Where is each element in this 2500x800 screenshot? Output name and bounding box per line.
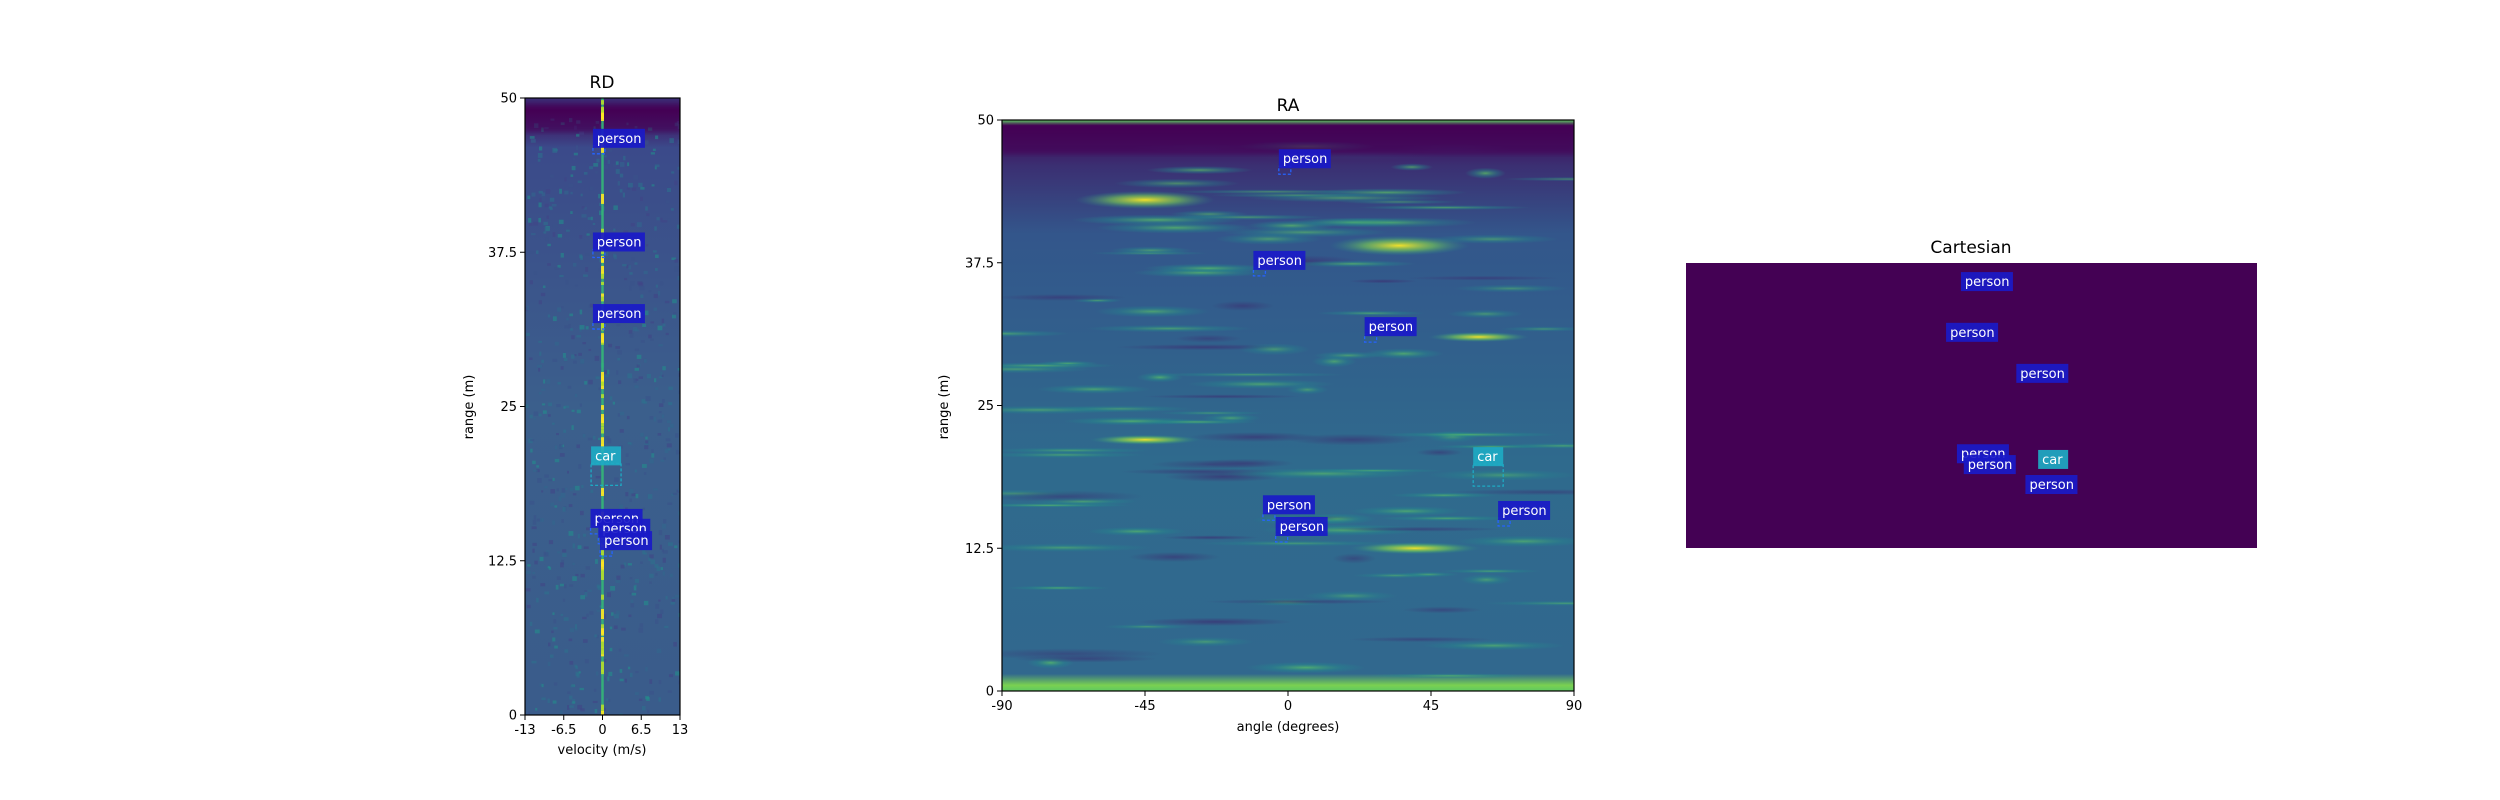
- ra-detection-label-box: [1473, 447, 1504, 467]
- ra-x-tick-label: 90: [1566, 699, 1583, 714]
- ra-y-tick-label: 37.5: [965, 256, 994, 271]
- cartesian-detection-person: person: [2025, 475, 2078, 495]
- cartesian-detection-label: car: [2042, 453, 2063, 468]
- rd-x-tick-label: -13: [514, 723, 535, 738]
- ra-detection-person: person: [1363, 317, 1417, 343]
- rd-y-tick-label: 50: [500, 92, 517, 107]
- rd-detection-label: person: [597, 307, 642, 322]
- rd-detection-label: person: [597, 235, 642, 250]
- ra-y-tick-label: 12.5: [965, 542, 994, 557]
- cartesian-detection-person: person: [1963, 455, 2016, 475]
- cartesian-detection-label-box: [2016, 363, 2069, 383]
- rd-detection-person: person: [592, 128, 645, 155]
- cartesian-detection-label-box: [2038, 449, 2069, 469]
- cartesian-detection-label: person: [2029, 478, 2074, 493]
- rd-detection-label-box: [592, 232, 645, 252]
- ra-detection-label: person: [1283, 152, 1328, 167]
- ra-detection-person: person: [1252, 250, 1306, 277]
- rd-detection-person: person: [599, 531, 653, 557]
- ra-detection-label: car: [1477, 450, 1498, 465]
- rd-x-tick-label: 6.5: [631, 723, 652, 738]
- ra-y-tick-label: 0: [986, 685, 994, 700]
- rd-x-label: velocity (m/s): [558, 743, 647, 758]
- cartesian-detection-label-box: [2025, 475, 2078, 495]
- rd-detection-person: person: [592, 304, 645, 330]
- cartesian-plot: [1686, 263, 2257, 548]
- ra-panel: RA personpersonpersoncarpersonpersonpers…: [937, 96, 1582, 735]
- rd-heatmap-texture: [525, 98, 680, 715]
- ra-y-tick-label: 50: [977, 114, 994, 129]
- ra-detection-label-box: [1275, 516, 1328, 536]
- ra-detection-person: person: [1274, 516, 1328, 543]
- ra-detection-label: person: [1257, 254, 1302, 269]
- rd-detection-car: car: [590, 446, 622, 487]
- rd-detection-label-box: [591, 446, 622, 466]
- ra-y-tick-label: 25: [977, 399, 994, 414]
- cartesian-detection-person: person: [1960, 272, 2013, 292]
- ra-detection-label: person: [1369, 320, 1414, 335]
- rd-detection-person: person: [592, 232, 645, 259]
- ra-title: RA: [1277, 96, 1300, 116]
- rd-x-ticks: -13 -6.5 0 6.5 13: [514, 715, 688, 738]
- rd-panel: RD personpersonpersoncarpersonpersonpers…: [462, 73, 688, 758]
- ra-detection-person: person: [1262, 495, 1315, 521]
- ra-detection-label-box: [1498, 500, 1551, 520]
- rd-y-label: range (m): [462, 375, 477, 440]
- ra-detection-label-box: [1364, 317, 1417, 337]
- rd-x-tick-label: 0: [598, 723, 606, 738]
- rd-detection-label-box: [600, 531, 653, 551]
- cartesian-detection-label-box: [1946, 322, 1999, 342]
- ra-x-tick-label: -90: [991, 699, 1012, 714]
- ra-detection-person: person: [1497, 500, 1551, 527]
- rd-detection-label: person: [597, 132, 642, 147]
- rd-detection-label-box: [592, 128, 645, 148]
- rd-y-tick-label: 37.5: [488, 246, 517, 261]
- ra-heatmap-texture: [1002, 126, 1574, 679]
- cartesian-detection-car: car: [2038, 449, 2069, 469]
- rd-title: RD: [590, 73, 615, 93]
- ra-x-tick-label: -45: [1134, 699, 1155, 714]
- rd-detection-label: person: [604, 534, 649, 549]
- ra-detection-label-box: [1278, 149, 1331, 169]
- rd-y-ticks: 0 12.5 25 37.5 50: [488, 92, 525, 724]
- ra-detection-label: person: [1267, 498, 1312, 513]
- cartesian-title: Cartesian: [1930, 238, 2011, 258]
- ra-detection-label: person: [1502, 504, 1547, 519]
- rd-x-tick-label: -6.5: [551, 723, 576, 738]
- ra-x-label: angle (degrees): [1237, 720, 1340, 735]
- ra-detection-label: person: [1280, 520, 1325, 535]
- cartesian-detection-person: person: [2016, 363, 2069, 383]
- cartesian-detection-label-box: [1960, 272, 2013, 292]
- ra-detection-label-box: [1262, 495, 1315, 515]
- cartesian-detection-label: person: [2020, 367, 2065, 382]
- cartesian-panel: Cartesian person person person person person…: [1686, 238, 2257, 548]
- ra-x-tick-label: 45: [1423, 699, 1440, 714]
- ra-x-tick-label: 0: [1284, 699, 1292, 714]
- cartesian-detection-label: person: [1965, 275, 2010, 290]
- cartesian-detection-label: person: [1968, 458, 2013, 473]
- cartesian-detection-person: person: [1946, 322, 1999, 342]
- ra-detection-person: person: [1278, 149, 1331, 175]
- rd-y-tick-label: 25: [500, 400, 517, 415]
- cartesian-detection-label-box: [1963, 455, 2016, 475]
- ra-detection-label-box: [1253, 250, 1306, 270]
- ra-y-ticks: 0 12.5 25 37.5 50: [965, 114, 1002, 700]
- rd-x-tick-label: 13: [672, 723, 689, 738]
- rd-y-tick-label: 12.5: [488, 554, 517, 569]
- ra-detections: person person person car person person person: [1252, 149, 1551, 543]
- ra-x-ticks: -90 -45 0 45 90: [991, 691, 1582, 714]
- cartesian-detection-label: person: [1950, 326, 1995, 341]
- ra-y-label: range (m): [937, 375, 952, 440]
- ra-detection-car: car: [1472, 447, 1504, 487]
- rd-y-tick-label: 0: [509, 709, 517, 724]
- rd-detection-label: car: [595, 449, 616, 464]
- rd-detection-label-box: [592, 304, 645, 324]
